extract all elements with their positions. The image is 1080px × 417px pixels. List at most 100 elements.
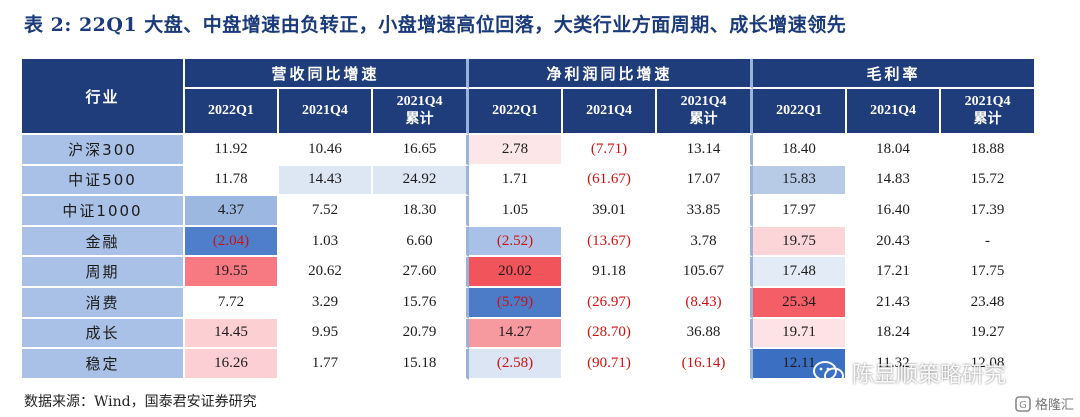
column-header: 2021Q4 累计 [941, 89, 1037, 135]
table-cell: (2.58) [469, 349, 564, 380]
table-row: 稳定 16.26 1.77 15.18 (2.58) (90.71) (16.14) 12.1… [22, 349, 1037, 380]
table-cell: 18.88 [941, 135, 1037, 166]
row-label: 金融 [22, 226, 185, 258]
table-row: 沪深300 11.92 10.46 16.65 2.78 (7.71) 13.14 18.40… [22, 135, 1037, 166]
table-cell: 36.88 [657, 318, 754, 350]
table-cell: 12.11 [753, 349, 848, 380]
column-header: 2021Q4 累计 [657, 89, 754, 135]
row-label: 稳定 [22, 349, 185, 380]
table-cell: 39.01 [563, 196, 658, 227]
table-cell: 105.67 [657, 257, 754, 288]
table-cell: 16.40 [847, 196, 942, 227]
table-cell: 13.14 [657, 135, 754, 166]
table-cell: 18.24 [847, 318, 942, 350]
table-cell: 15.18 [373, 349, 470, 380]
table-cell: (5.79) [469, 287, 564, 319]
table-cell: (28.70) [563, 318, 658, 350]
row-label: 中证500 [22, 165, 185, 197]
table-cell: (2.04) [185, 226, 279, 258]
table-cell: 19.55 [185, 257, 279, 288]
group-header-net-profit: 净利润同比增速 [469, 59, 754, 89]
column-header: 2022Q1 [185, 89, 279, 135]
table-cell: 10.46 [279, 135, 373, 166]
row-label: 沪深300 [22, 135, 185, 166]
table-cell: (7.71) [563, 135, 658, 166]
table-cell: 24.92 [373, 165, 470, 197]
table-cell: 11.32 [847, 349, 942, 380]
group-header-gross-margin: 毛利率 [753, 59, 1037, 89]
row-label: 成长 [22, 318, 185, 350]
table-cell: 1.03 [279, 226, 373, 258]
table-cell: 3.78 [657, 226, 754, 258]
table-cell: 12.08 [941, 349, 1037, 380]
table-cell: (16.14) [657, 349, 754, 380]
table-cell: 20.62 [279, 257, 373, 288]
table-cell: 20.02 [469, 257, 564, 288]
table-cell: 1.71 [469, 165, 564, 197]
wechat-icon [813, 361, 844, 385]
data-table: 行业 营收同比增速 净利润同比增速 毛利率 2022Q1 2021Q4 2021Q4… [22, 59, 1037, 380]
table-cell: 9.95 [279, 318, 373, 350]
table-cell: 11.92 [185, 135, 279, 166]
table-cell: 91.18 [563, 257, 658, 288]
table-row: 中证1000 4.37 7.52 18.30 1.05 39.01 33.85 17.97 16… [22, 196, 1037, 227]
table-cell: 20.43 [847, 226, 942, 258]
table-row: 周期 19.55 20.62 27.60 20.02 91.18 105.67 17.48 17… [22, 257, 1037, 288]
column-header: 2021Q4 [563, 89, 658, 135]
table-row: 金融 (2.04) 1.03 6.60 (2.52) (13.67) 3.78 19.75 20… [22, 226, 1037, 258]
table-cell: 19.75 [753, 226, 848, 258]
table-cell: (61.67) [563, 165, 658, 197]
column-header: 2021Q4 累计 [373, 89, 470, 135]
table-cell: 18.40 [753, 135, 848, 166]
table-cell: (26.97) [563, 287, 658, 319]
table-cell: 3.29 [279, 287, 373, 319]
table-cell: 14.43 [279, 165, 373, 197]
table-cell: (2.52) [469, 226, 564, 258]
table-cell: 7.72 [185, 287, 279, 319]
table-cell: 23.48 [941, 287, 1037, 319]
table-cell: 17.97 [753, 196, 848, 227]
table-title: 表 2: 22Q1 大盘、中盘增速由负转正，小盘增速高位回落，大类行业方面周期、… [24, 14, 847, 36]
table-cell: (13.67) [563, 226, 658, 258]
glh-logo-icon: G [1015, 395, 1031, 412]
group-header-revenue: 营收同比增速 [185, 59, 470, 89]
table-cell: 14.45 [185, 318, 279, 350]
table-cell: 7.52 [279, 196, 373, 227]
table-cell: 14.83 [847, 165, 942, 197]
table-cell: 2.78 [469, 135, 564, 166]
table-cell: 16.65 [373, 135, 470, 166]
table-cell: 6.60 [373, 226, 470, 258]
table-cell: 19.27 [941, 318, 1037, 350]
table-cell: 15.76 [373, 287, 470, 319]
table-cell: (8.43) [657, 287, 754, 319]
corner-logo: G 格隆汇 [1015, 394, 1074, 413]
table-cell: 17.75 [941, 257, 1037, 288]
table-cell: 15.72 [941, 165, 1037, 197]
table-cell: 19.71 [753, 318, 848, 350]
row-header: 行业 [22, 59, 185, 135]
table-cell: 25.34 [753, 287, 848, 319]
table-cell: (90.71) [563, 349, 658, 380]
row-label: 周期 [22, 257, 185, 288]
table-cell: 20.79 [373, 318, 470, 350]
table-cell: 16.26 [185, 349, 279, 380]
table-row: 成长 14.45 9.95 20.79 14.27 (28.70) 36.88 19.71 18… [22, 318, 1037, 350]
table-row: 中证500 11.78 14.43 24.92 1.71 (61.67) 17.07 15.8… [22, 165, 1037, 197]
watermark-text: 陈显顺策略研究 [852, 363, 1007, 388]
table-row: 消费 7.72 3.29 15.76 (5.79) (26.97) (8.43) 25.34 2… [22, 287, 1037, 319]
table-cell: 15.83 [753, 165, 848, 197]
table-cell: 17.48 [753, 257, 848, 288]
table-cell: 1.05 [469, 196, 564, 227]
table-cell: 1.77 [279, 349, 373, 380]
table-cell: 21.43 [847, 287, 942, 319]
column-header: 2022Q1 [469, 89, 564, 135]
table-cell: 33.85 [657, 196, 754, 227]
column-header: 2021Q4 [279, 89, 373, 135]
table-cell: 11.78 [185, 165, 279, 197]
corner-logo-text: 格隆汇 [1034, 398, 1074, 413]
table-cell: 17.39 [941, 196, 1037, 227]
table-cell: 18.04 [847, 135, 942, 166]
column-header: 2021Q4 [847, 89, 942, 135]
row-label: 中证1000 [22, 196, 185, 227]
table-cell: - [941, 226, 1037, 258]
